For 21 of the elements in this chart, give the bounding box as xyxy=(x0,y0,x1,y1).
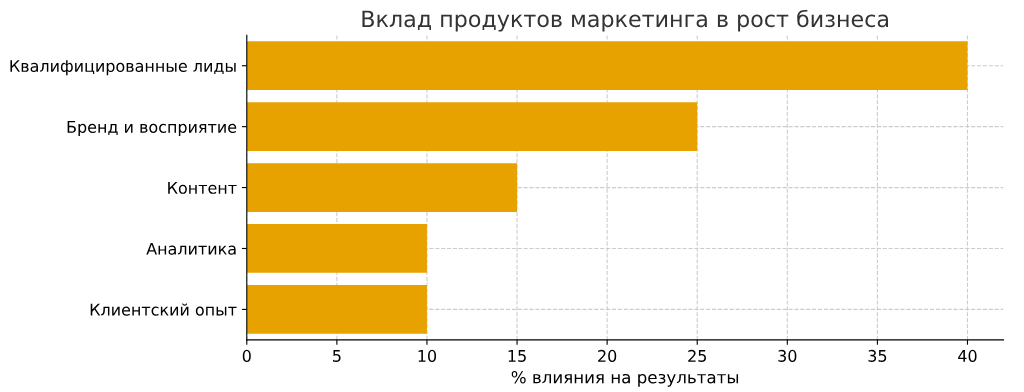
bar xyxy=(246,224,427,273)
y-tick-label: Клиентский опыт xyxy=(90,303,237,316)
x-tick-label: 10 xyxy=(418,349,437,362)
bar xyxy=(246,102,698,152)
x-tick-label: 15 xyxy=(508,350,526,362)
y-tick-label: Аналитика xyxy=(146,242,236,255)
x-tick-label: 20 xyxy=(598,349,617,362)
x-tick-label: 0 xyxy=(242,349,251,362)
y-tick-label: Бренд и восприятие xyxy=(67,121,237,137)
x-tick-label: 35 xyxy=(868,349,887,362)
bar xyxy=(246,163,518,212)
x-tick-label: 30 xyxy=(778,349,797,362)
bar xyxy=(246,285,427,334)
x-tick-label: 40 xyxy=(958,349,977,362)
x-axis-title: % влияния на результаты xyxy=(511,370,739,387)
bar xyxy=(246,41,968,91)
y-tick-label: Контент xyxy=(168,182,237,194)
y-tick-label: Квалифицированные лиды xyxy=(10,60,236,76)
x-tick-label: 5 xyxy=(333,350,341,362)
x-tick-label: 25 xyxy=(688,349,706,362)
chart-title: Вклад продуктов маркетинга в рост бизнеса xyxy=(362,9,888,32)
